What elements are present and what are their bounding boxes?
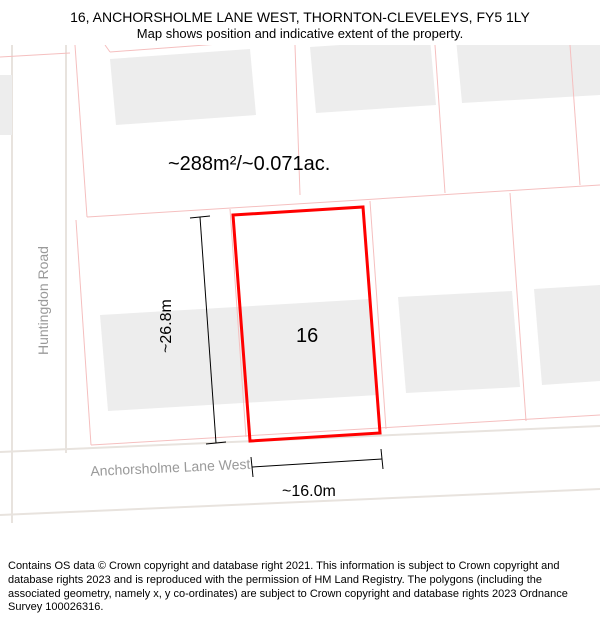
road-label-vertical: Huntingdon Road	[35, 246, 51, 355]
map-canvas: ~288m²/~0.071ac. 16 ~16.0m ~26.8m Anchor…	[0, 45, 600, 523]
plot-number: 16	[296, 325, 318, 348]
height-dimension-label: ~26.8m	[158, 299, 176, 353]
page-title: 16, ANCHORSHOLME LANE WEST, THORNTON-CLE…	[0, 0, 600, 26]
page-subtitle: Map shows position and indicative extent…	[0, 26, 600, 45]
area-label: ~288m²/~0.071ac.	[168, 153, 330, 176]
map-svg	[0, 45, 600, 523]
copyright-footer: Contains OS data © Crown copyright and d…	[0, 554, 600, 625]
width-dimension-label: ~16.0m	[282, 483, 336, 501]
